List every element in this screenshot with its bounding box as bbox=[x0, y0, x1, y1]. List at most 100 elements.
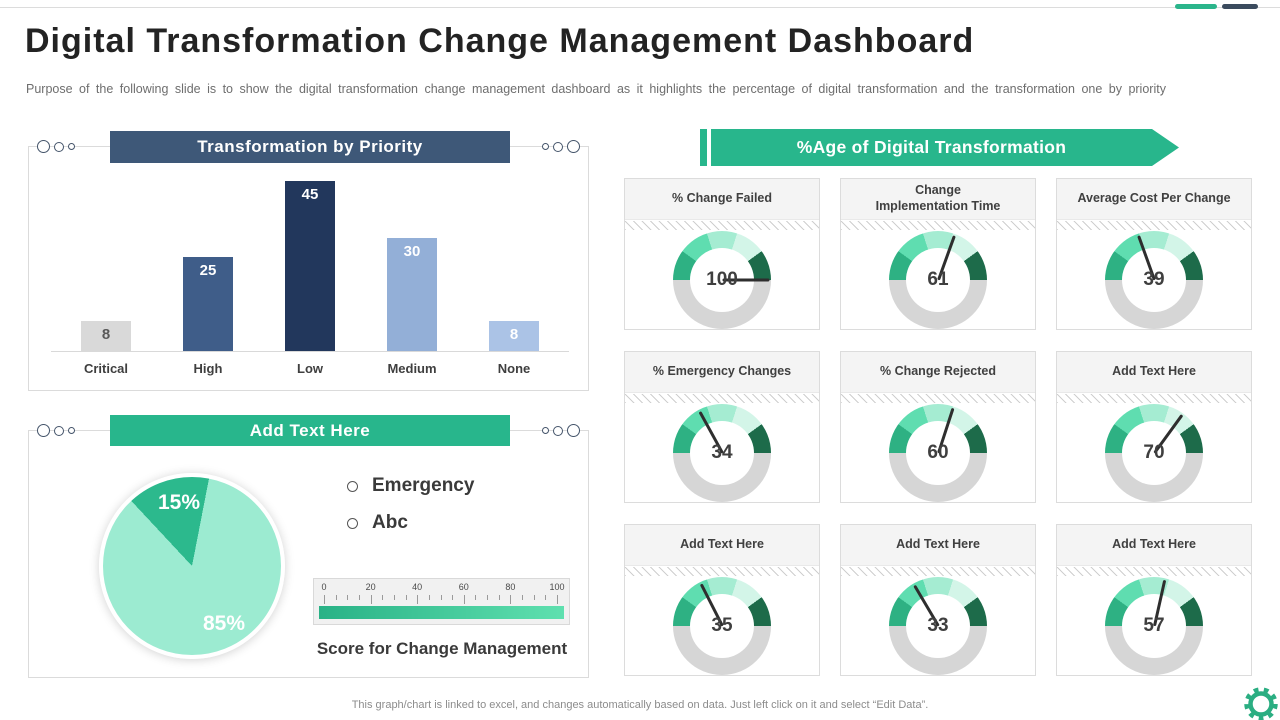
gauge-card-header: Add Text Here bbox=[841, 525, 1035, 567]
page-title: Digital Transformation Change Management… bbox=[25, 22, 975, 60]
gauge-card-header: Add Text Here bbox=[1057, 352, 1251, 394]
bar-value-label: 8 bbox=[101, 326, 111, 343]
linear-gauge[interactable]: 0 20 40 60 80 100 bbox=[313, 578, 570, 625]
bar-high[interactable]: 25 bbox=[183, 257, 233, 351]
gauge-card-title: Add Text Here bbox=[680, 537, 764, 552]
pie-panel: Add Text Here 15% 85% Emergency Abc 0 20 4… bbox=[28, 415, 589, 678]
gauge-value: 39 bbox=[1143, 269, 1165, 290]
gauge-card-title: % Change Failed bbox=[671, 191, 773, 206]
gauge-card-2: Average Cost Per Change 39 bbox=[1056, 178, 1252, 330]
donut-gauge[interactable]: 70 bbox=[1105, 404, 1203, 502]
linear-gauge-tick bbox=[382, 595, 384, 600]
gauge-card-0: % Change Failed 100 bbox=[624, 178, 820, 330]
gauge-value: 70 bbox=[1143, 442, 1165, 463]
gauge-card-1: Change Implementation Time 61 bbox=[840, 178, 1036, 330]
gauge-card-header: % Change Failed bbox=[625, 179, 819, 221]
gauge-card-title: Change Implementation Time bbox=[875, 183, 1001, 214]
x-tick-label: Low bbox=[297, 361, 323, 376]
gauge-value: 100 bbox=[706, 269, 738, 290]
bar-value-label: 25 bbox=[199, 262, 217, 279]
decor-circle bbox=[37, 140, 50, 153]
hatch-divider bbox=[841, 394, 1035, 403]
legend-marker-icon bbox=[347, 480, 358, 492]
decor-circle bbox=[567, 140, 580, 153]
bar-low[interactable]: 45 bbox=[285, 181, 335, 351]
hatch-divider bbox=[841, 221, 1035, 230]
donut-gauge[interactable]: 100 bbox=[673, 231, 771, 329]
hatch-divider bbox=[1057, 221, 1251, 230]
donut-gauge[interactable]: 57 bbox=[1105, 577, 1203, 675]
gauge-card-title: % Emergency Changes bbox=[652, 364, 792, 379]
decor-circle bbox=[542, 143, 549, 150]
bar-none[interactable]: 8 bbox=[489, 321, 539, 351]
pie-legend: Emergency Abc bbox=[347, 475, 474, 549]
linear-gauge-tick-label: 100 bbox=[549, 582, 565, 592]
hatch-divider bbox=[1057, 394, 1251, 403]
decor-circle bbox=[553, 142, 563, 152]
gauge-value: 60 bbox=[927, 442, 949, 463]
donut-gauge[interactable]: 35 bbox=[673, 577, 771, 675]
gauge-card-3: % Emergency Changes 34 bbox=[624, 351, 820, 503]
gauge-card-header: % Emergency Changes bbox=[625, 352, 819, 394]
linear-gauge-tick bbox=[324, 595, 325, 604]
gauge-card-title: Average Cost Per Change bbox=[1077, 191, 1231, 206]
linear-gauge-tick bbox=[440, 595, 442, 600]
linear-gauge-tick bbox=[452, 595, 454, 600]
linear-gauge-tick bbox=[463, 595, 465, 604]
gauge-grid: % Change Failed 100 Change Implementatio… bbox=[624, 178, 1252, 676]
bar-critical[interactable]: 8 bbox=[81, 321, 131, 351]
x-tick-label: Critical bbox=[83, 361, 129, 376]
bar-value-label: 45 bbox=[301, 186, 319, 203]
gauge-card-7: Add Text Here 33 bbox=[840, 524, 1036, 676]
linear-gauge-tick bbox=[522, 595, 524, 600]
hatch-divider bbox=[1057, 567, 1251, 576]
gauge-card-title: % Change Rejected bbox=[879, 364, 996, 379]
gauge-card-header: Add Text Here bbox=[1057, 525, 1251, 567]
legend-label: Abc bbox=[372, 512, 408, 533]
decor-circle bbox=[54, 426, 64, 436]
linear-gauge-caption: Score for Change Management bbox=[316, 639, 568, 658]
linear-gauge-tick-label: 20 bbox=[365, 582, 376, 592]
gauge-card-4: % Change Rejected 60 bbox=[840, 351, 1036, 503]
linear-gauge-tick bbox=[510, 595, 512, 604]
gauge-card-5: Add Text Here 70 bbox=[1056, 351, 1252, 503]
gauge-card-header: % Change Rejected bbox=[841, 352, 1035, 394]
gauge-card-8: Add Text Here 57 bbox=[1056, 524, 1252, 676]
bar-panel-header: Transformation by Priority bbox=[110, 131, 510, 163]
legend-marker-icon bbox=[347, 517, 358, 529]
gauge-value: 57 bbox=[1143, 615, 1165, 636]
legend-item-emergency: Emergency bbox=[347, 475, 474, 497]
decor-circle bbox=[567, 424, 580, 437]
gear-icon bbox=[1244, 687, 1278, 720]
decor-circle bbox=[68, 427, 75, 434]
donut-gauge[interactable]: 39 bbox=[1105, 231, 1203, 329]
gauge-card-header: Add Text Here bbox=[625, 525, 819, 567]
gauge-value: 35 bbox=[711, 615, 733, 636]
donut-gauge[interactable]: 33 bbox=[889, 577, 987, 675]
pie-chart[interactable]: 15% 85% bbox=[99, 473, 285, 659]
hatch-divider bbox=[841, 567, 1035, 576]
legend-label: Emergency bbox=[372, 475, 475, 496]
bar-value-label: 8 bbox=[509, 326, 519, 343]
pie-slice-label: 85% bbox=[202, 612, 246, 635]
donut-gauge[interactable]: 60 bbox=[889, 404, 987, 502]
donut-gauge[interactable]: 34 bbox=[673, 404, 771, 502]
linear-gauge-tick-label: 60 bbox=[458, 582, 469, 592]
donut-gauge[interactable]: 61 bbox=[889, 231, 987, 329]
gauge-card-title: Add Text Here bbox=[896, 537, 980, 552]
decor-circle bbox=[54, 142, 64, 152]
gauge-card-title: Add Text Here bbox=[1112, 537, 1196, 552]
linear-gauge-tick bbox=[533, 595, 535, 600]
bar-medium[interactable]: 30 bbox=[387, 238, 437, 351]
pie-panel-header: Add Text Here bbox=[110, 415, 510, 446]
linear-gauge-tick bbox=[347, 595, 349, 600]
banner-accent-stub bbox=[700, 129, 707, 166]
decor-circle bbox=[37, 424, 50, 437]
linear-gauge-tick bbox=[417, 595, 419, 604]
linear-gauge-bar bbox=[319, 606, 564, 619]
top-divider-line bbox=[0, 7, 1280, 8]
x-tick-label: High bbox=[193, 361, 223, 376]
decor-circle bbox=[542, 427, 549, 434]
x-axis-line bbox=[51, 351, 569, 352]
